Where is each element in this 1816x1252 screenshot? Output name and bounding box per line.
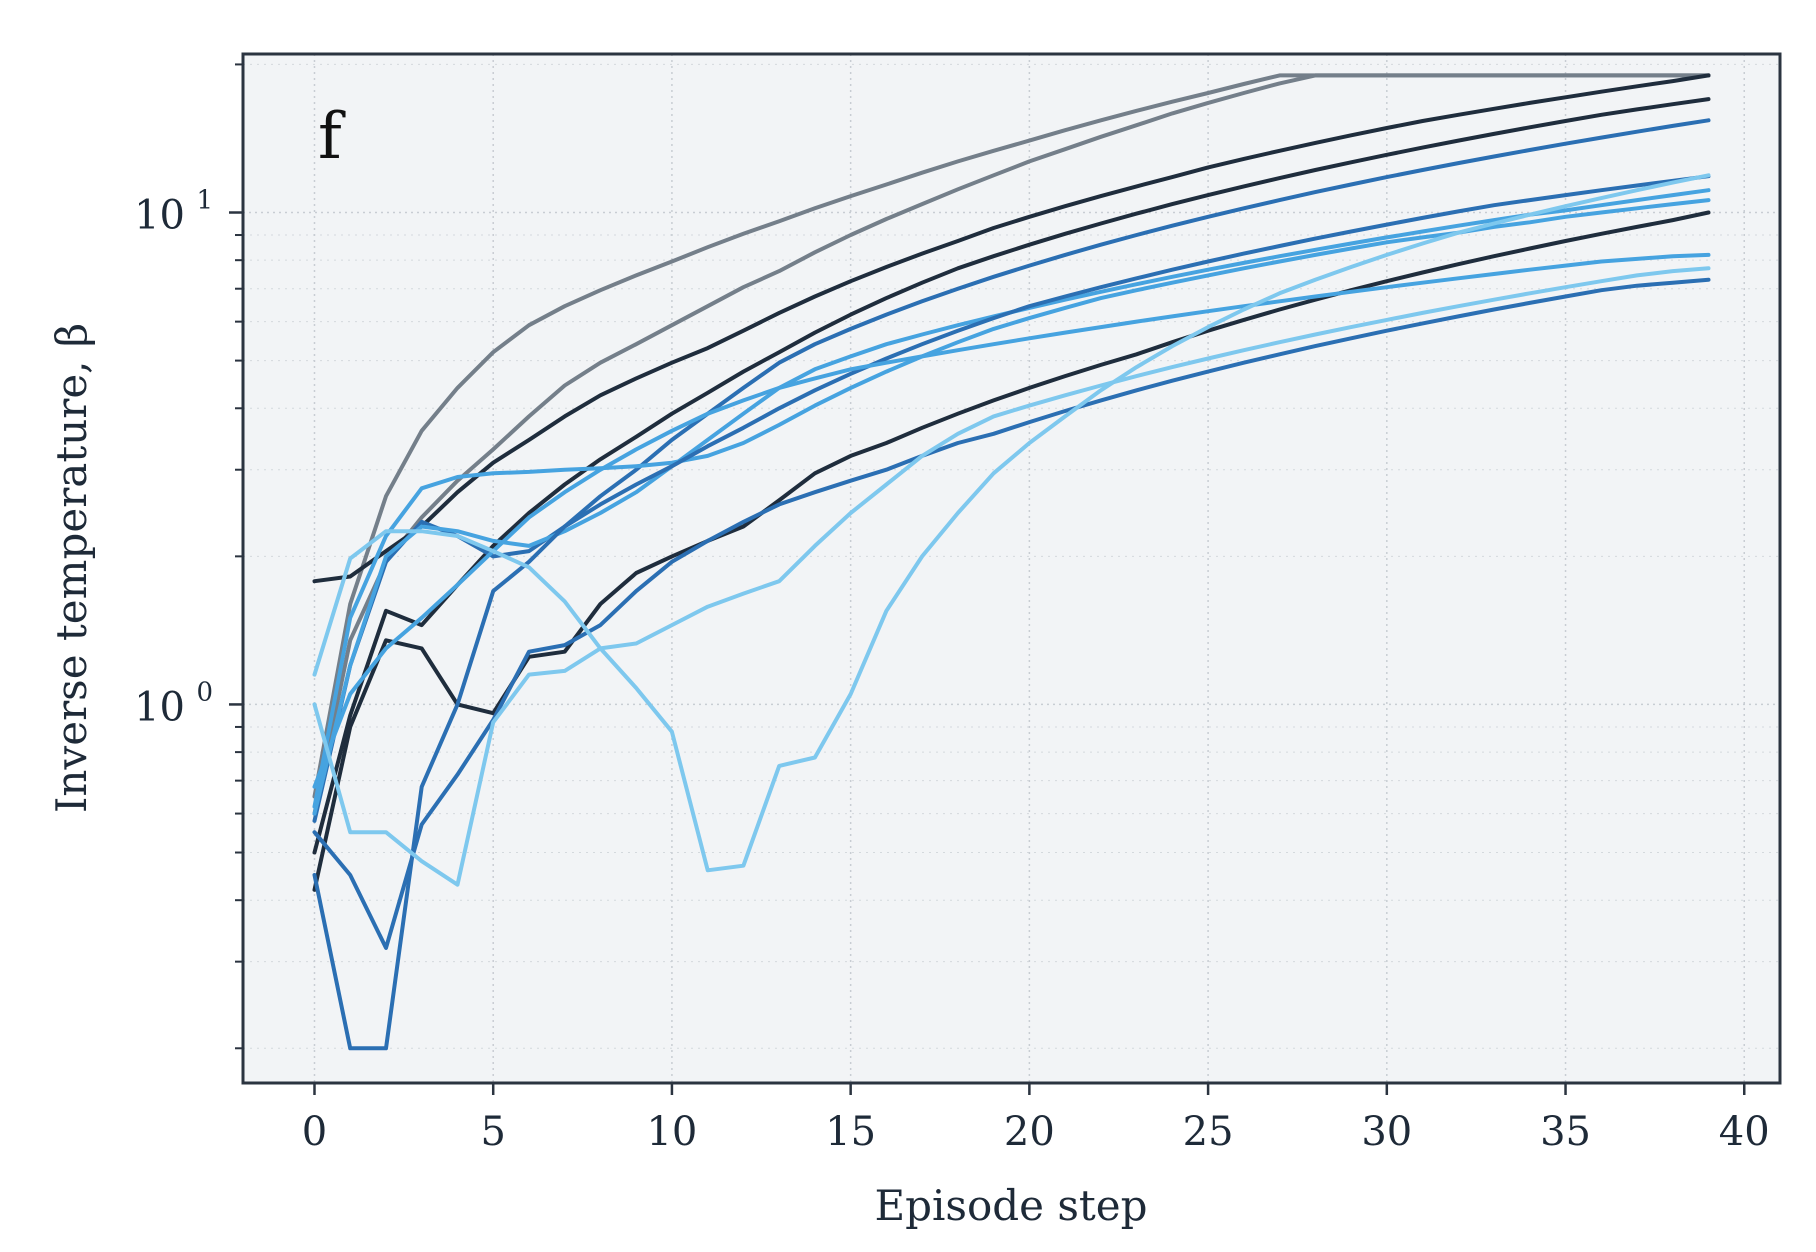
ticks: 0 5 10 15 20 25 30 35 40 10 0 10 1: [134, 63, 1770, 1155]
x-tick-label: 40: [1719, 1109, 1770, 1155]
y-axis-label: Inverse temperature, β: [47, 323, 96, 813]
series-line-run-4: [312, 97, 1711, 855]
y-tick-label-base: 10: [134, 193, 185, 239]
x-tick-label: 5: [480, 1109, 505, 1155]
series-line-run-8: [312, 210, 1711, 892]
series-group: [312, 73, 1711, 1051]
x-tick-label: 35: [1540, 1109, 1591, 1155]
x-tick-label: 20: [1004, 1109, 1055, 1155]
y-tick-label-base: 10: [134, 684, 185, 730]
y-tick-label: 10: [134, 193, 185, 239]
y-tick-label: 10: [134, 684, 185, 730]
x-tick-label: 25: [1183, 1109, 1234, 1155]
plot-frame: [241, 52, 1782, 1085]
x-tick-label: 0: [302, 1109, 327, 1155]
x-tick-label: 15: [825, 1109, 876, 1155]
series-line-run-11: [312, 252, 1711, 789]
series-line-run-13: [312, 173, 1711, 873]
x-axis-label: Episode step: [874, 1181, 1147, 1230]
series-line-run-10: [312, 277, 1711, 950]
series-line-run-9: [312, 174, 1711, 1051]
x-tick-label: 30: [1361, 1109, 1412, 1155]
panel-label: f: [318, 100, 346, 174]
series-line-run-12: [312, 266, 1711, 887]
series-line-run-2: [312, 73, 1711, 816]
plot-area: [243, 54, 1780, 1083]
grid: [243, 54, 1780, 1083]
y-tick-label-exponent: 0: [196, 677, 213, 707]
series-line-run-3: [312, 73, 1711, 584]
y-tick-label-exponent: 1: [196, 186, 213, 216]
x-tick-label: 10: [646, 1109, 697, 1155]
